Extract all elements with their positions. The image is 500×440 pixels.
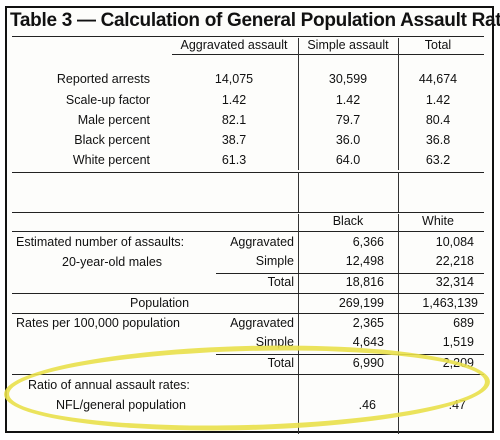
table-frame <box>5 6 494 433</box>
header-simple: Simple assault <box>307 38 389 52</box>
ratio-sublabel: NFL/general population <box>56 398 186 412</box>
total-rule <box>216 354 484 355</box>
row-label: Reported arrests <box>56 72 150 86</box>
header-aggravated: Aggravated assault <box>180 38 288 52</box>
row-sublabel: Aggravated <box>230 235 294 249</box>
row-rule <box>12 374 484 375</box>
estimated-label: Estimated number of assaults: <box>16 235 185 249</box>
cell: 1.42 <box>425 93 451 107</box>
cell: 10,084 <box>435 235 474 249</box>
row-sublabel: Total <box>267 356 294 370</box>
cell: 44,674 <box>418 72 458 86</box>
cell: 36.0 <box>335 133 361 147</box>
cell: 63.2 <box>425 153 451 167</box>
cell: 2,365 <box>352 316 384 330</box>
cell: 61.3 <box>221 153 247 167</box>
cell: 38.7 <box>221 133 247 147</box>
table-title: Table 3 — Calculation of General Populat… <box>10 10 500 31</box>
cell: .47 <box>448 398 466 412</box>
row-label: Population <box>130 296 190 310</box>
row-label: Scale-up factor <box>65 93 150 107</box>
col-divider <box>298 172 299 212</box>
col-divider <box>298 214 299 434</box>
cell: 80.4 <box>425 113 451 127</box>
cell: 1.42 <box>221 93 247 107</box>
row-label: Black percent <box>74 133 150 147</box>
cell: 79.7 <box>335 113 361 127</box>
row-sublabel: Simple <box>255 335 294 349</box>
cell: 30,599 <box>328 72 368 86</box>
col-divider <box>298 38 299 170</box>
cell: 1,463,139 <box>422 296 478 310</box>
row-sublabel: Simple <box>255 254 294 268</box>
estimated-sublabel: 20-year-old males <box>62 255 163 269</box>
cell: 18,816 <box>345 275 384 289</box>
section-rule <box>12 172 484 173</box>
cell: 1.42 <box>335 93 361 107</box>
col-divider <box>398 172 399 212</box>
cell: 6,366 <box>352 235 384 249</box>
cell: 82.1 <box>221 113 247 127</box>
cell: 32,314 <box>435 275 474 289</box>
header-total: Total <box>424 38 452 52</box>
rates-label: Rates per 100,000 population <box>16 316 181 330</box>
ratio-label: Ratio of annual assault rates: <box>28 378 190 392</box>
cell: 2,209 <box>442 356 474 370</box>
header-underline <box>172 54 484 55</box>
cell: 22,218 <box>435 254 474 268</box>
row-sublabel: Aggravated <box>230 316 294 330</box>
row-sublabel: Total <box>267 275 294 289</box>
cell: 269,199 <box>338 296 384 310</box>
col-divider <box>398 38 399 170</box>
cell: 64.0 <box>335 153 361 167</box>
title-rule <box>12 36 484 37</box>
row-rule <box>12 313 484 314</box>
cell: 1,519 <box>442 335 474 349</box>
cell: 12,498 <box>345 254 384 268</box>
cell: 4,643 <box>352 335 384 349</box>
header-white: White <box>422 214 454 228</box>
header-underline <box>12 231 484 232</box>
row-rule <box>12 293 484 294</box>
cell: 36.8 <box>425 133 451 147</box>
cell: 14,075 <box>214 72 254 86</box>
col-divider <box>398 214 399 434</box>
cell: 6,990 <box>352 356 384 370</box>
section-rule <box>12 212 484 213</box>
header-black: Black <box>332 214 364 228</box>
total-rule <box>216 273 484 274</box>
row-label: Male percent <box>77 113 150 127</box>
cell: 689 <box>453 316 474 330</box>
cell: .46 <box>358 398 376 412</box>
row-label: White percent <box>72 153 150 167</box>
